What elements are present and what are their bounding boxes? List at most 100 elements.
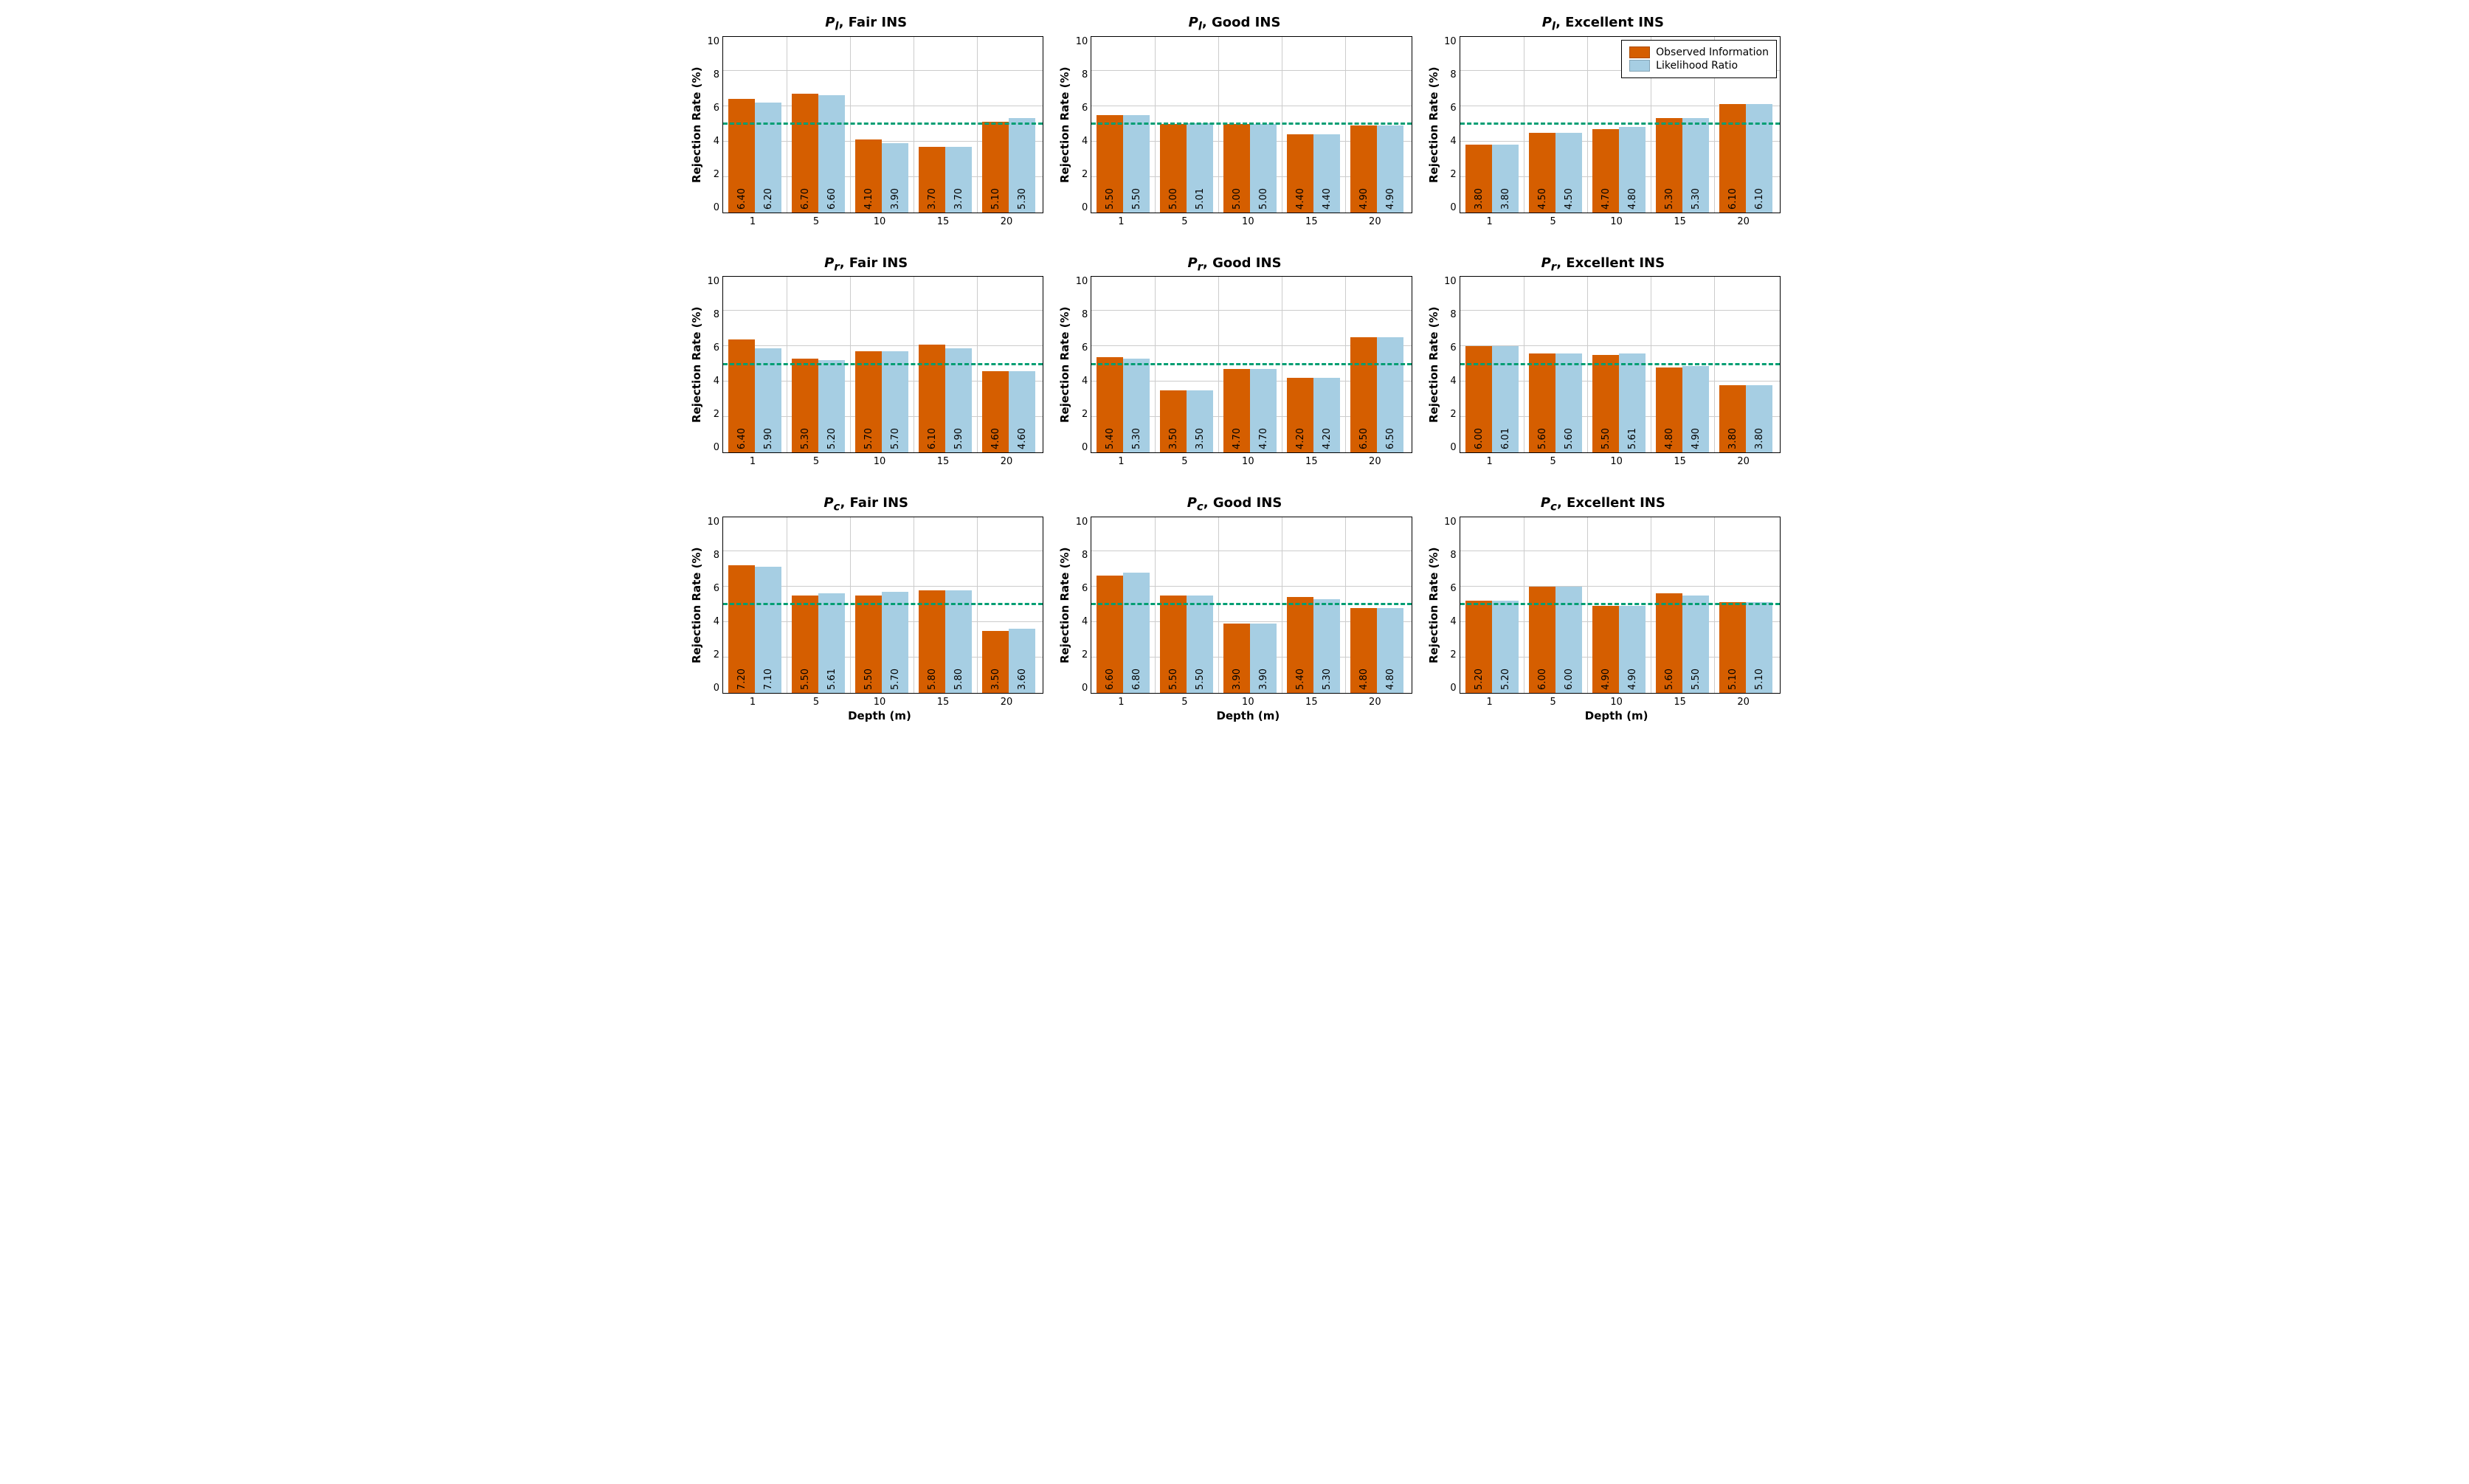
y-tick: 10 (703, 517, 719, 528)
chart-panel: Pc, Excellent INSRejection Rate (%)02468… (1426, 495, 1781, 722)
x-tick: 15 (1280, 697, 1343, 708)
x-axis-ticks: 15101520 (1458, 697, 1775, 708)
x-tick: 20 (1343, 697, 1406, 708)
y-tick: 8 (1440, 309, 1457, 320)
x-tick: 15 (911, 697, 975, 708)
y-axis-ticks: 0246810 (703, 517, 722, 694)
panel-title: Pc, Excellent INS (1426, 495, 1781, 514)
legend-label: Observed Information (1656, 46, 1769, 58)
x-tick: 10 (1585, 216, 1648, 227)
bar-value-label: 4.20 (1295, 428, 1306, 449)
panel-title: Pc, Fair INS (688, 495, 1043, 514)
bar-value-label: 4.60 (1017, 428, 1028, 449)
x-tick: 10 (1585, 456, 1648, 467)
y-tick: 8 (1071, 69, 1088, 80)
y-tick: 6 (1440, 103, 1457, 114)
y-tick: 4 (703, 376, 719, 387)
x-tick: 1 (721, 216, 784, 227)
legend: Observed Information Likelihood Ratio (1621, 40, 1777, 78)
y-axis-ticks: 0246810 (703, 36, 722, 213)
bar-value-label: 5.50 (1195, 669, 1206, 690)
plot-area: 5.205.206.006.004.904.905.605.505.105.10 (1460, 517, 1781, 694)
bar-value-label: 4.90 (1385, 188, 1396, 210)
x-tick: 15 (1648, 216, 1712, 227)
bar-value-label: 5.50 (1691, 669, 1702, 690)
bar-value-label: 5.50 (1105, 188, 1116, 210)
legend-label: Likelihood Ratio (1656, 60, 1738, 72)
chart-panel: Pc, Fair INSRejection Rate (%)02468107.2… (688, 495, 1043, 722)
y-tick: 4 (1440, 136, 1457, 147)
y-tick: 6 (1071, 342, 1088, 353)
legend-swatch (1629, 46, 1650, 58)
x-tick: 10 (1585, 697, 1648, 708)
chart-panel: Pl, Excellent INSRejection Rate (%)02468… (1426, 15, 1781, 242)
x-tick: 15 (911, 216, 975, 227)
y-tick: 10 (703, 276, 719, 287)
y-tick: 0 (1071, 202, 1088, 213)
reference-line (1091, 122, 1411, 125)
bar-value-label: 4.40 (1322, 188, 1333, 210)
bar-value-label: 5.50 (800, 669, 811, 690)
y-tick: 10 (1071, 276, 1088, 287)
x-tick: 15 (1648, 697, 1712, 708)
x-tick: 20 (1343, 456, 1406, 467)
bar-value-label: 6.60 (826, 188, 838, 210)
y-axis-label: Rejection Rate (%) (688, 36, 703, 213)
y-tick: 6 (703, 103, 719, 114)
legend-swatch (1629, 60, 1650, 72)
y-axis-ticks: 0246810 (703, 276, 722, 453)
bar-value-label: 4.50 (1537, 188, 1548, 210)
reference-line (1460, 363, 1780, 365)
x-tick: 20 (1343, 216, 1406, 227)
panel-title: Pc, Good INS (1057, 495, 1412, 514)
y-tick: 4 (1440, 616, 1457, 627)
x-axis-ticks: 15101520 (721, 216, 1038, 227)
bar-value-label: 4.70 (1600, 188, 1612, 210)
y-tick: 2 (703, 649, 719, 660)
bar-value-label: 5.00 (1258, 188, 1269, 210)
y-axis-label: Rejection Rate (%) (1426, 36, 1440, 213)
y-tick: 10 (1440, 517, 1457, 528)
x-tick: 10 (1216, 456, 1280, 467)
x-tick: 1 (1458, 456, 1522, 467)
y-tick: 0 (703, 202, 719, 213)
bar-value-label: 5.60 (1664, 669, 1675, 690)
y-tick: 8 (1071, 309, 1088, 320)
y-axis-label: Rejection Rate (%) (688, 276, 703, 453)
x-tick: 1 (1089, 697, 1153, 708)
bar-value-label: 5.10 (990, 188, 1001, 210)
y-tick: 8 (1071, 550, 1088, 561)
y-tick: 2 (1440, 409, 1457, 420)
y-tick: 6 (1440, 342, 1457, 353)
x-tick: 5 (1153, 456, 1216, 467)
x-tick: 1 (1458, 697, 1522, 708)
y-tick: 10 (1071, 36, 1088, 47)
x-tick: 1 (1089, 216, 1153, 227)
y-axis-ticks: 0246810 (1071, 276, 1091, 453)
bar-value-label: 3.50 (990, 669, 1001, 690)
reference-line (1460, 122, 1780, 125)
y-tick: 2 (1440, 649, 1457, 660)
bar-value-label: 4.90 (1627, 669, 1638, 690)
x-axis-label: Depth (m) (1458, 709, 1775, 722)
bar-value-label: 3.90 (890, 188, 901, 210)
bar-value-label: 6.50 (1385, 428, 1396, 449)
x-tick: 10 (848, 697, 911, 708)
bar-value-label: 7.20 (736, 669, 747, 690)
bar-value-label: 3.80 (1474, 188, 1485, 210)
y-tick: 6 (703, 342, 719, 353)
x-tick: 15 (1648, 456, 1712, 467)
y-tick: 0 (1440, 442, 1457, 453)
y-tick: 8 (703, 69, 719, 80)
y-axis-label: Rejection Rate (%) (1057, 276, 1071, 453)
reference-line (1091, 603, 1411, 605)
x-tick: 1 (1089, 456, 1153, 467)
y-tick: 4 (1071, 616, 1088, 627)
x-tick: 20 (975, 456, 1038, 467)
bar-value-label: 5.70 (863, 428, 874, 449)
bar-value-label: 5.30 (1664, 188, 1675, 210)
bar-value-label: 5.40 (1295, 669, 1306, 690)
x-tick: 5 (1522, 697, 1585, 708)
bar-value-label: 5.00 (1168, 188, 1179, 210)
bar-value-label: 6.00 (1474, 428, 1485, 449)
